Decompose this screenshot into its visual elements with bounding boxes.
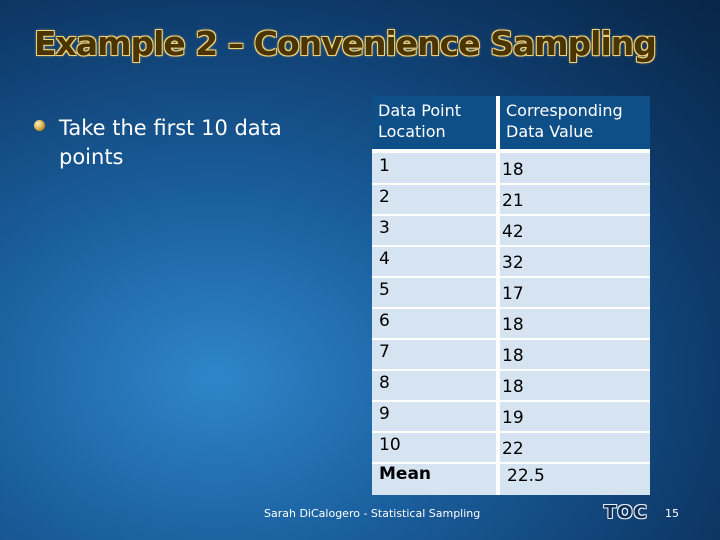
mean-label: Mean: [379, 464, 432, 484]
table-cell-location: 4: [379, 249, 390, 269]
table-cell-location: 1: [379, 156, 390, 176]
table-cell-value: 22: [502, 439, 524, 459]
table-body: 1 18 2 21 3 42 4 32 5 17 6 18 7 18 8 18 9 19 10 22 Mean 22.…: [372, 153, 650, 495]
table-cell-value: 18: [502, 346, 524, 366]
row-divider: [372, 462, 650, 464]
table-cell-location: 5: [379, 280, 390, 300]
slide-title: Example 2 – Convenience Sampling: [34, 24, 657, 63]
toc-link[interactable]: TOC: [604, 502, 648, 523]
table-cell-value: 32: [502, 253, 524, 273]
page-number: 15: [665, 507, 679, 520]
table-cell-value: 18: [502, 315, 524, 335]
table-cell-value: 18: [502, 377, 524, 397]
table-cell-value: 18: [502, 160, 524, 180]
bullet-icon: [34, 120, 45, 131]
row-divider: [372, 183, 650, 185]
table-cell-location: 10: [379, 435, 401, 455]
row-divider: [372, 338, 650, 340]
row-divider: [372, 276, 650, 278]
column-background: [372, 153, 496, 495]
header-data-point-location: Data Point Location: [372, 96, 496, 149]
row-divider: [372, 307, 650, 309]
mean-value: 22.5: [507, 466, 545, 486]
table-cell-value: 19: [502, 408, 524, 428]
table-cell-location: 8: [379, 373, 390, 393]
table-cell-value: 21: [502, 191, 524, 211]
row-divider: [372, 431, 650, 433]
table-cell-location: 6: [379, 311, 390, 331]
table-cell-location: 7: [379, 342, 390, 362]
bullet-text: Take the first 10 data points: [59, 116, 282, 169]
table-cell-location: 3: [379, 218, 390, 238]
row-divider: [372, 245, 650, 247]
column-background: [500, 153, 650, 495]
row-divider: [372, 369, 650, 371]
data-table: Data Point Location Corresponding Data V…: [372, 96, 650, 495]
table-cell-value: 42: [502, 222, 524, 242]
footer-text: Sarah DiCalogero - Statistical Sampling: [264, 507, 481, 520]
table-header-row: Data Point Location Corresponding Data V…: [372, 96, 650, 152]
table-cell-location: 2: [379, 187, 390, 207]
table-cell-value: 17: [502, 284, 524, 304]
row-divider: [372, 400, 650, 402]
table-cell-location: 9: [379, 404, 390, 424]
row-divider: [372, 214, 650, 216]
bullet-item: Take the first 10 data points: [34, 114, 314, 172]
header-corresponding-data-value: Corresponding Data Value: [500, 96, 650, 149]
